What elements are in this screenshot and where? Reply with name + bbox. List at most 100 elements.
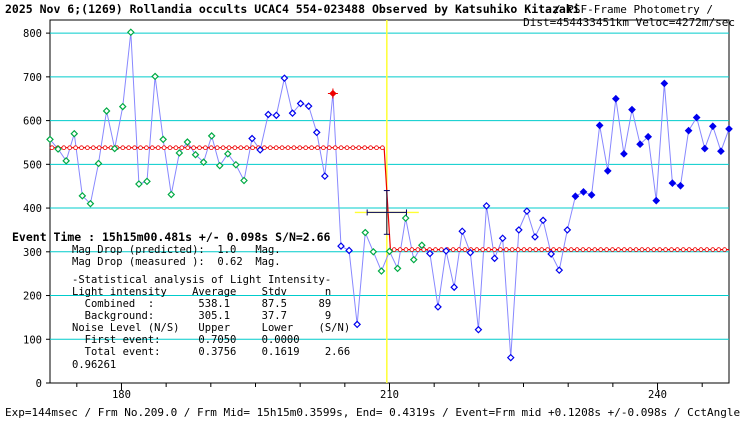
data-point: [191, 150, 200, 159]
model-point: [551, 247, 556, 252]
data-point: [320, 172, 329, 180]
model-point: [492, 247, 497, 252]
model-point: [421, 247, 427, 252]
data-point: [256, 146, 265, 154]
model-point: [262, 145, 267, 151]
model-point: [238, 145, 244, 151]
model-point: [621, 247, 627, 252]
data-point: [458, 227, 467, 236]
data-point: [426, 249, 434, 258]
mag-drop-measured: Mag Drop (measured ): 0.62 Mag.: [72, 256, 281, 268]
model-point: [592, 247, 598, 252]
data-point: [312, 128, 321, 137]
model-point: [120, 145, 126, 151]
model-point: [209, 145, 214, 151]
x-tick-label: 210: [380, 389, 399, 401]
model-point: [610, 247, 615, 252]
model-point: [338, 145, 344, 151]
data-point: [587, 191, 596, 199]
model-point: [96, 145, 102, 151]
model-point: [639, 247, 645, 252]
stats-extra-value: 0.96261: [72, 359, 116, 371]
data-point: [248, 134, 256, 143]
data-point: [531, 233, 539, 241]
chart-title: 2025 Nov 6;(1269) Rollandia occults UCAC…: [5, 2, 580, 16]
data-point: [490, 254, 499, 263]
data-point: [708, 122, 717, 131]
model-point: [521, 247, 527, 252]
model-point: [627, 247, 633, 252]
y-tick-label: 400: [23, 203, 42, 215]
data-point: [579, 188, 588, 196]
data-point: [70, 129, 79, 138]
model-point: [150, 145, 155, 151]
y-tick-label: 100: [23, 334, 42, 346]
model-point: [586, 247, 592, 252]
data-point: [442, 247, 450, 255]
model-point: [203, 145, 208, 151]
data-point: [54, 145, 62, 153]
data-point: [434, 303, 442, 311]
model-point: [562, 247, 568, 252]
data-point: [450, 283, 459, 292]
data-point: [692, 113, 701, 122]
data-point: [167, 190, 176, 199]
model-point: [403, 247, 409, 252]
noise-total-event: Total event: 0.3756 0.1619 2.66: [72, 346, 350, 358]
model-point: [450, 247, 456, 252]
model-point: [439, 247, 444, 252]
data-point: [611, 94, 620, 103]
model-point: [315, 145, 320, 151]
model-point: [509, 247, 515, 252]
model-point: [716, 247, 721, 252]
data-point: [86, 199, 95, 208]
model-point: [616, 247, 621, 252]
x-tick-label: 240: [648, 389, 667, 401]
data-point: [264, 110, 273, 119]
noise-first-event: First event: 0.7050 0.0000: [72, 334, 300, 346]
data-point: [401, 214, 410, 222]
x-tick-label: 180: [112, 389, 131, 401]
data-point: [668, 179, 677, 187]
model-point: [503, 247, 509, 252]
data-point: [660, 79, 669, 88]
model-point: [214, 145, 220, 151]
model-point: [185, 145, 191, 151]
data-point: [684, 126, 693, 135]
stats-combined: Combined : 538.1 87.5 89: [72, 298, 331, 310]
data-point: [563, 226, 572, 234]
data-point: [183, 138, 192, 146]
x-axis-ticks: 180 210 240: [76, 383, 703, 401]
model-point: [633, 247, 639, 252]
data-point: [700, 144, 709, 153]
data-point: [514, 226, 523, 234]
data-point: [232, 160, 240, 169]
stats-background: Background: 305.1 37.7 9: [72, 310, 331, 322]
model-point: [527, 247, 533, 252]
model-point: [651, 247, 657, 252]
data-point: [110, 144, 119, 153]
footer-info: Exp=144msec / Frm No.209.0 / Frm Mid= 15…: [5, 406, 740, 419]
model-point: [480, 247, 486, 252]
data-point: [555, 266, 564, 275]
data-point: [377, 267, 386, 275]
noise-header: Noise Level (N/S) Upper Lower (S/N): [72, 322, 350, 334]
data-point: [288, 109, 297, 118]
model-point: [368, 145, 373, 151]
model-point: [698, 247, 704, 252]
model-point: [391, 247, 397, 252]
model-point: [604, 247, 609, 252]
data-point: [345, 246, 353, 255]
model-light-curve: [49, 145, 729, 252]
model-point: [126, 145, 131, 151]
data-point: [199, 158, 208, 166]
y-tick-label: 0: [36, 378, 42, 390]
data-point: [571, 192, 580, 201]
data-point: [385, 247, 394, 256]
data-point: [466, 248, 475, 257]
data-point: [620, 149, 628, 158]
data-point: [215, 161, 224, 170]
model-point: [144, 145, 149, 151]
data-point: [207, 132, 216, 140]
